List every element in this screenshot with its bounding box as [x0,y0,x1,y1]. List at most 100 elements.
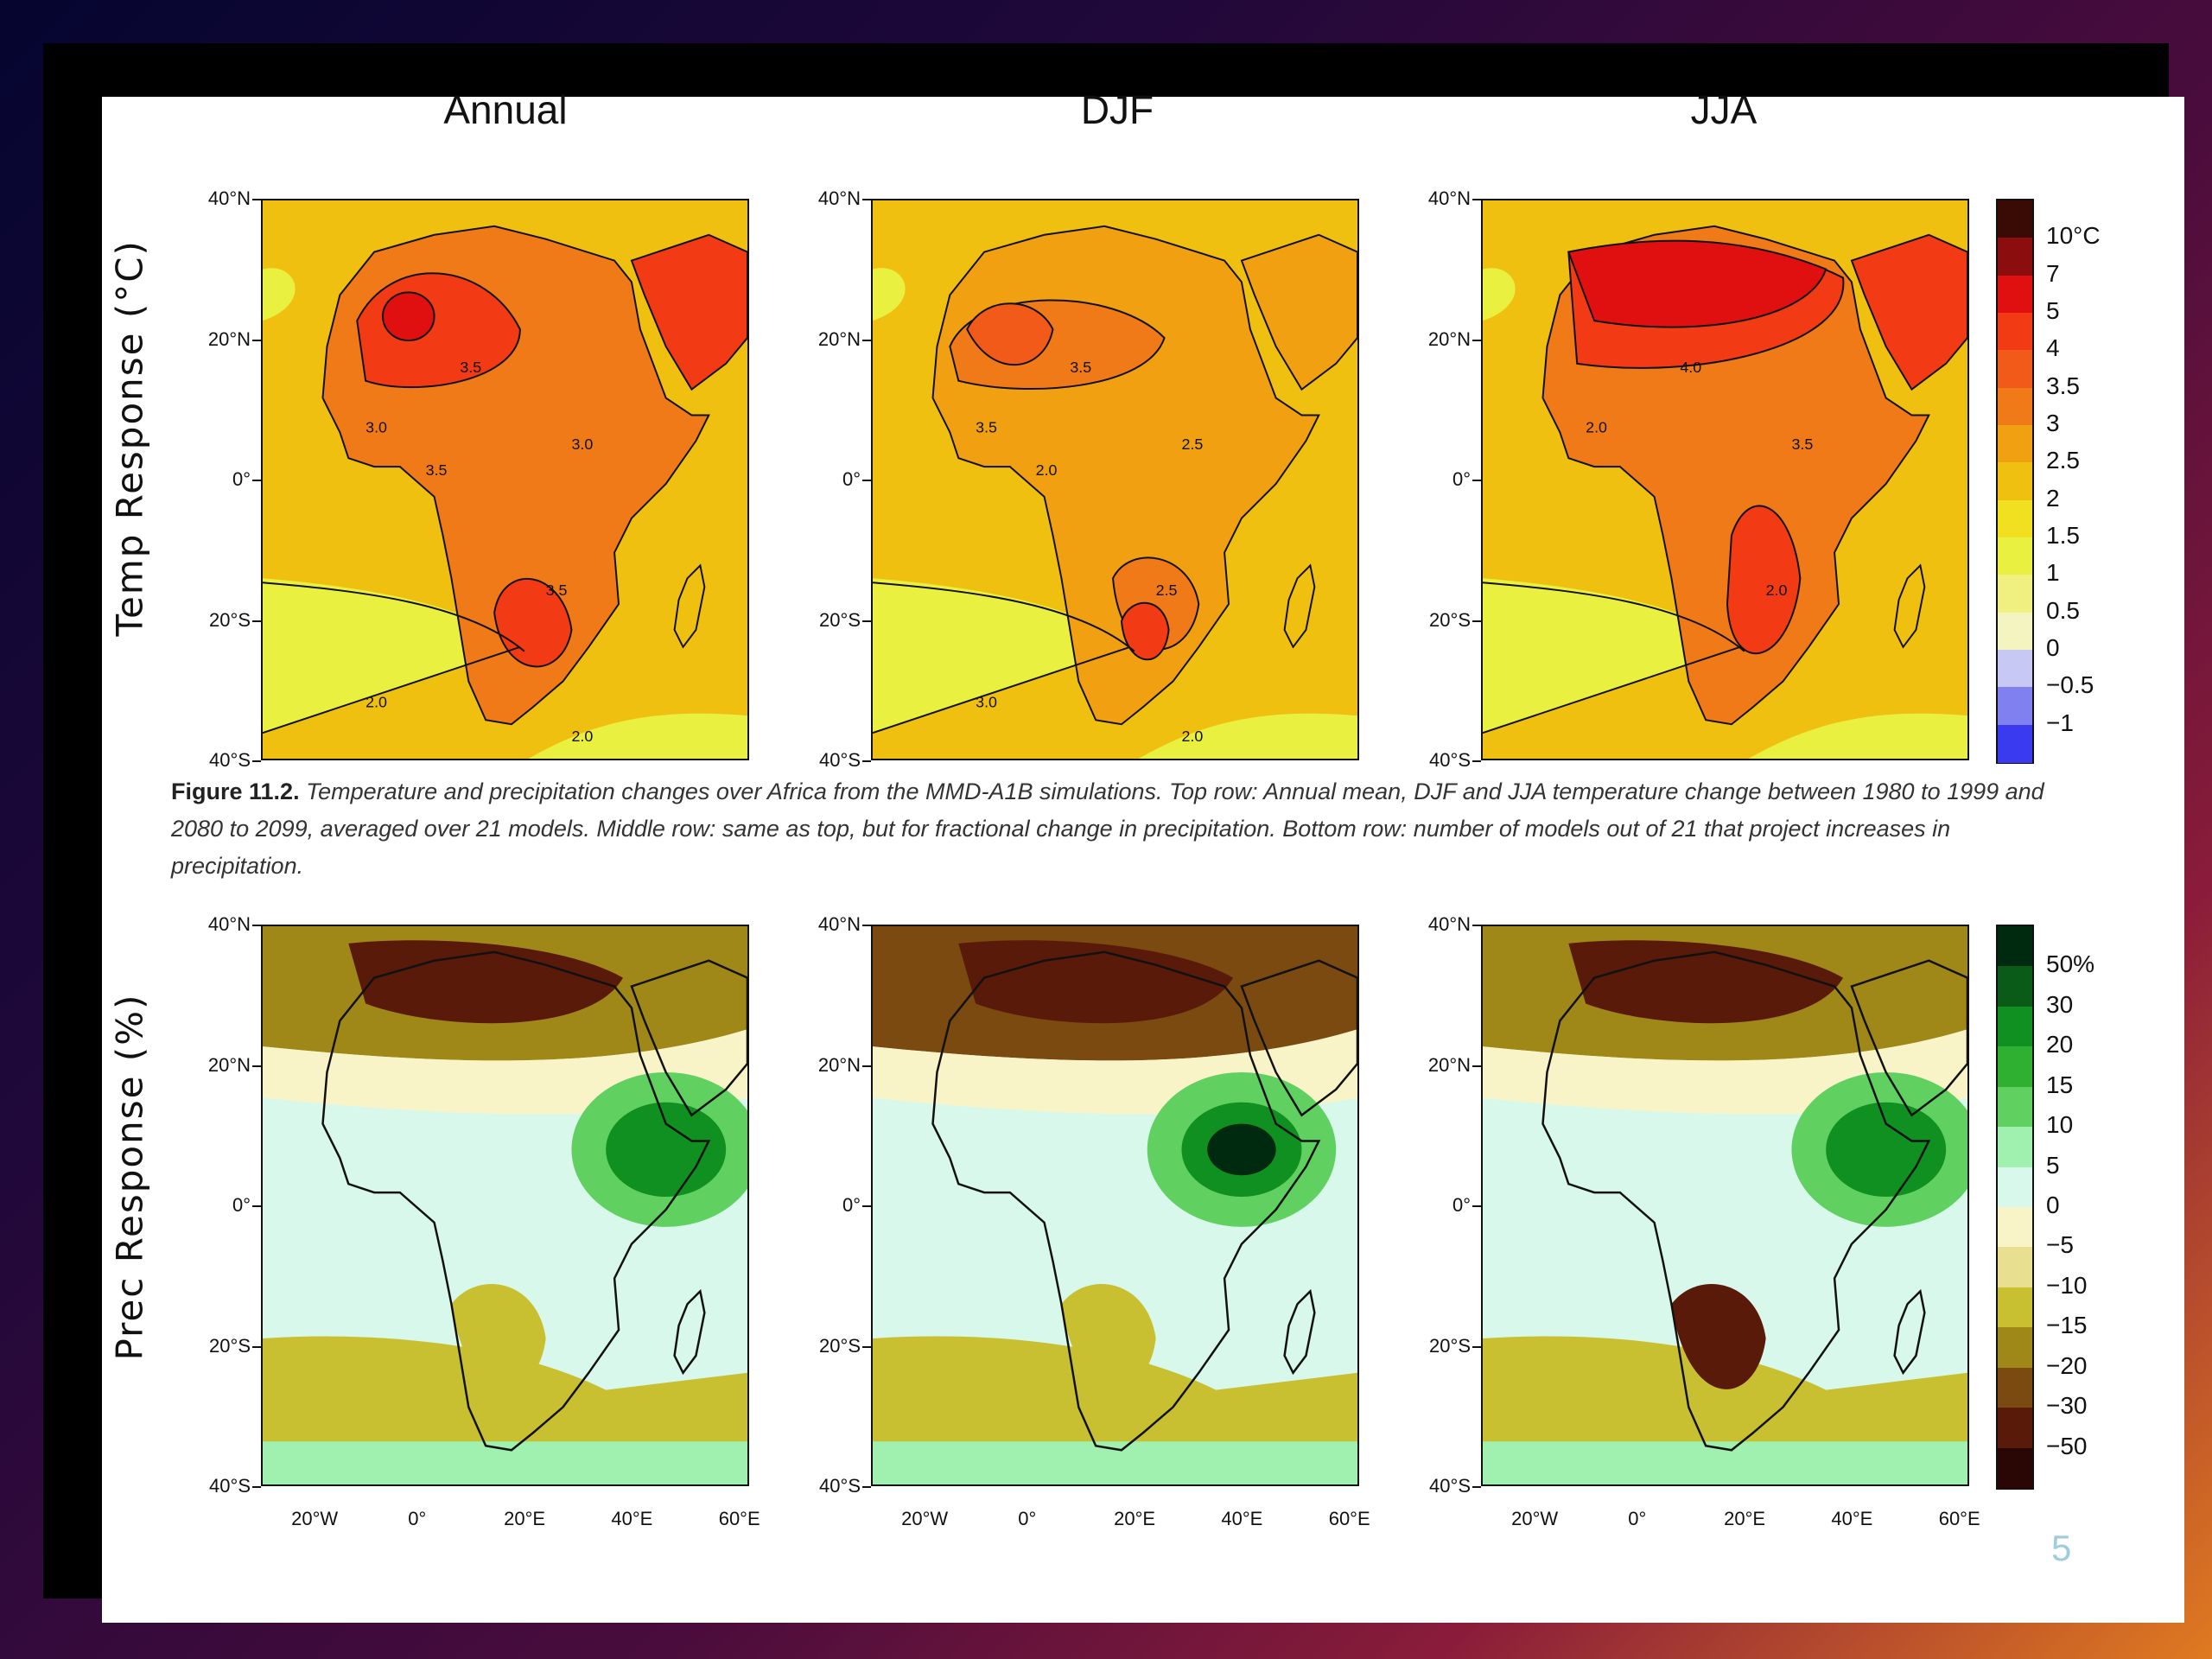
temp-colorbar [1996,199,2034,764]
colorbar-cell [1998,462,2032,501]
slide-number: 5 [2051,1528,2072,1568]
prec-map-djf [871,925,1359,1486]
lon-tick-label: 20°E [1114,1508,1156,1529]
lat-tick-label: 20°S [819,608,861,631]
lat-tick [862,199,871,200]
lon-tick-label: 40°E [1221,1508,1263,1529]
temp-map-svg-annual: 3.5 3.0 3.0 3.5 2.0 2.0 3.5 [263,200,747,759]
lat-tick-label: 20°S [1429,608,1471,631]
contour-label: 2.5 [1181,435,1203,453]
lat-tick [1472,339,1481,341]
lon-tick-label: 60°E [718,1508,760,1529]
lat-tick [1472,760,1481,762]
colorbar-label: 0 [2046,1192,2060,1218]
colorbar-label: 30 [2046,990,2074,1018]
column-title-annual: Annual [443,87,568,132]
colorbar-label: 15 [2046,1071,2074,1098]
colorbar-cell [1998,313,2032,352]
contour-label: 2.0 [365,693,387,710]
row-label-temp: Temp Response (°C) [108,239,151,637]
lat-tick-label: 40°N [207,913,251,935]
lat-tick [252,925,261,926]
colorbar-cell [1998,1127,2032,1168]
colorbar-cell [1998,1408,2032,1449]
lon-tick-label: 0° [1628,1508,1647,1529]
lon-tick-label: 60°E [1938,1508,1980,1529]
colorbar-cell [1998,499,2032,538]
lat-tick-label: 20°N [817,327,861,350]
colorbar-label: −15 [2046,1312,2088,1339]
lat-tick [252,1486,261,1488]
colorbar-cell [1998,1006,2032,1048]
prec-map-svg-jja [1483,926,1967,1484]
lat-tick-label: 20°S [1429,1334,1471,1357]
contour-label: 3.5 [546,582,568,599]
colorbar-label: 2.5 [2046,447,2080,474]
lat-tick-label: 0° [842,468,861,490]
lat-tick [862,1065,871,1067]
colorbar-cell [1998,1247,2032,1288]
contour-label: 3.5 [976,418,997,435]
lat-tick [252,1065,261,1067]
colorbar-label: 5 [2046,297,2060,324]
colorbar-cell [1998,200,2032,239]
contour-label: 2.0 [1036,461,1058,479]
colorbar-cell [1998,966,2032,1007]
lat-tick-label: 40°N [1427,913,1471,935]
lon-tick-label: 20°W [291,1508,339,1529]
colorbar-cell [1998,612,2032,651]
contour-label: 3.5 [426,461,448,479]
lat-tick-label: 40°N [817,913,861,935]
contour-label: 3.5 [460,359,481,376]
prec-map-jja [1481,925,1969,1486]
lat-tick [1472,1205,1481,1207]
figure-caption: Figure 11.2. Temperature and precipitati… [171,773,2063,885]
colorbar-label: 0 [2046,634,2060,661]
prec-map-svg-djf [873,926,1357,1484]
colorbar-cell [1998,238,2032,276]
prec-colorbar [1996,925,2034,1490]
lat-tick-label: 40°N [207,188,251,209]
colorbar-label: 1.5 [2046,522,2080,549]
lat-tick [1472,925,1481,926]
colorbar-cell [1998,1287,2032,1329]
lon-tick-label: 40°E [1831,1508,1873,1529]
colorbar-label: −0.5 [2046,671,2094,699]
lat-tick [252,339,261,341]
temp-map-svg-jja: 4.0 3.5 2.0 2.0 [1483,200,1967,759]
colorbar-label: 7 [2046,259,2060,287]
colorbar-label: 10 [2046,1111,2074,1139]
colorbar-cell [1998,1046,2032,1088]
lat-tick [1472,620,1481,622]
temp-map-djf: 3.5 2.5 3.5 2.5 3.0 2.0 2.0 [871,199,1359,760]
contour-label: 2.0 [571,728,593,745]
colorbar-cell [1998,1327,2032,1369]
colorbar-cell [1998,350,2032,389]
colorbar-label: 50% [2046,950,2095,978]
contour-label: 3.0 [976,693,997,710]
lon-tick-label: 60°E [1328,1508,1370,1529]
colorbar-label: −50 [2046,1432,2088,1459]
prec-colorbar-labels: 50% 30 20 15 10 5 0 −5 −10 −15 −20 −30 −50 [2046,925,2150,1486]
lat-tick [252,1205,261,1207]
lat-tick-label: 20°N [817,1053,861,1076]
lat-tick [252,760,261,762]
lat-tick-label: 0° [232,1194,251,1216]
lat-tick [252,480,261,481]
lat-tick-label: 40°N [817,188,861,209]
colorbar-label: −5 [2046,1231,2074,1259]
lat-tick [862,480,871,481]
colorbar-cell [1998,1166,2032,1208]
colorbar-cell [1998,387,2032,426]
lat-tick-label: 40°S [209,1475,251,1497]
lat-tick-label: 40°S [819,1475,861,1497]
temp-colorbar-labels: 10°C 7 5 4 3.5 3 2.5 2 1.5 1 0.5 0 −0.5 −1 [2046,199,2150,760]
colorbar-cell [1998,1086,2032,1128]
colorbar-label: 1 [2046,559,2060,587]
figure-label: Figure 11.2. [171,779,300,804]
temp-map-jja: 4.0 3.5 2.0 2.0 [1481,199,1969,760]
temp-map-annual: 3.5 3.0 3.0 3.5 2.0 2.0 3.5 [261,199,749,760]
colorbar-cell [1998,275,2032,314]
lat-tick-label: 0° [1452,468,1471,490]
colorbar-label: 3 [2046,410,2060,436]
